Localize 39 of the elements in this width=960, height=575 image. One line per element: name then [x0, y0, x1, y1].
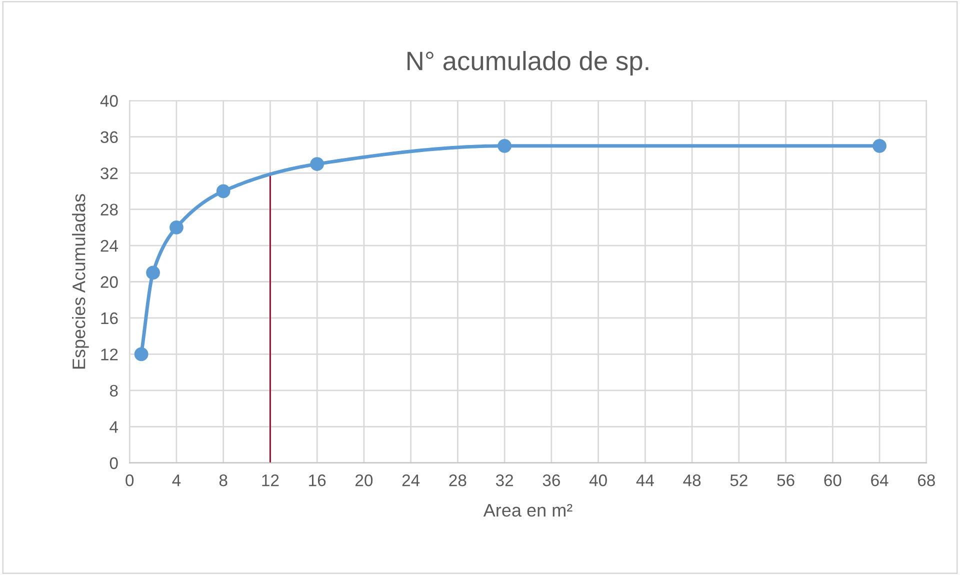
x-tick-label: 68 — [918, 474, 935, 486]
y-tick-label: 28 — [100, 204, 118, 216]
point — [498, 138, 512, 153]
y-tick-label: 16 — [101, 312, 118, 324]
x-tick-label: 56 — [777, 474, 794, 486]
x-tick-label: 48 — [683, 474, 701, 486]
x-tick-label: 60 — [824, 474, 842, 486]
x-tick-label: 24 — [402, 474, 420, 486]
point — [310, 157, 324, 171]
y-tick-label: 40 — [100, 95, 118, 107]
point — [216, 184, 230, 198]
x-tick-label: 16 — [309, 474, 326, 486]
x-tick-label: 44 — [636, 474, 654, 486]
x-tick-label: 20 — [356, 474, 373, 486]
point — [872, 138, 886, 153]
point — [134, 347, 148, 362]
x-tick-label: 32 — [496, 474, 513, 486]
x-tick-label: 40 — [589, 474, 607, 486]
point — [146, 266, 160, 280]
x-tick-label: 28 — [449, 474, 466, 486]
y-tick-label: 36 — [100, 131, 118, 144]
y-tick-label: 24 — [100, 240, 118, 252]
y-tick-label: 32 — [100, 167, 118, 180]
point — [170, 220, 184, 234]
y-tick-label: 20 — [100, 276, 118, 288]
y-axis-title: Especies Acumuladas — [72, 194, 89, 369]
x-tick-label: 8 — [219, 474, 228, 486]
x-tick-label: 4 — [172, 474, 181, 486]
y-tick-label: 4 — [110, 421, 118, 433]
y-tick-label: 8 — [110, 384, 118, 397]
x-axis-title: Area en m² — [483, 504, 572, 517]
x-tick-label: 0 — [126, 474, 134, 486]
x-tick-label: 36 — [542, 474, 560, 486]
x-tick-label: 12 — [262, 474, 279, 486]
chart-title: N° acumulado de sp. — [408, 50, 648, 76]
y-tick-label: 0 — [110, 457, 118, 470]
x-tick-label: 64 — [871, 474, 888, 486]
x-tick-label: 52 — [730, 474, 748, 486]
y-tick-label: 12 — [101, 348, 118, 360]
